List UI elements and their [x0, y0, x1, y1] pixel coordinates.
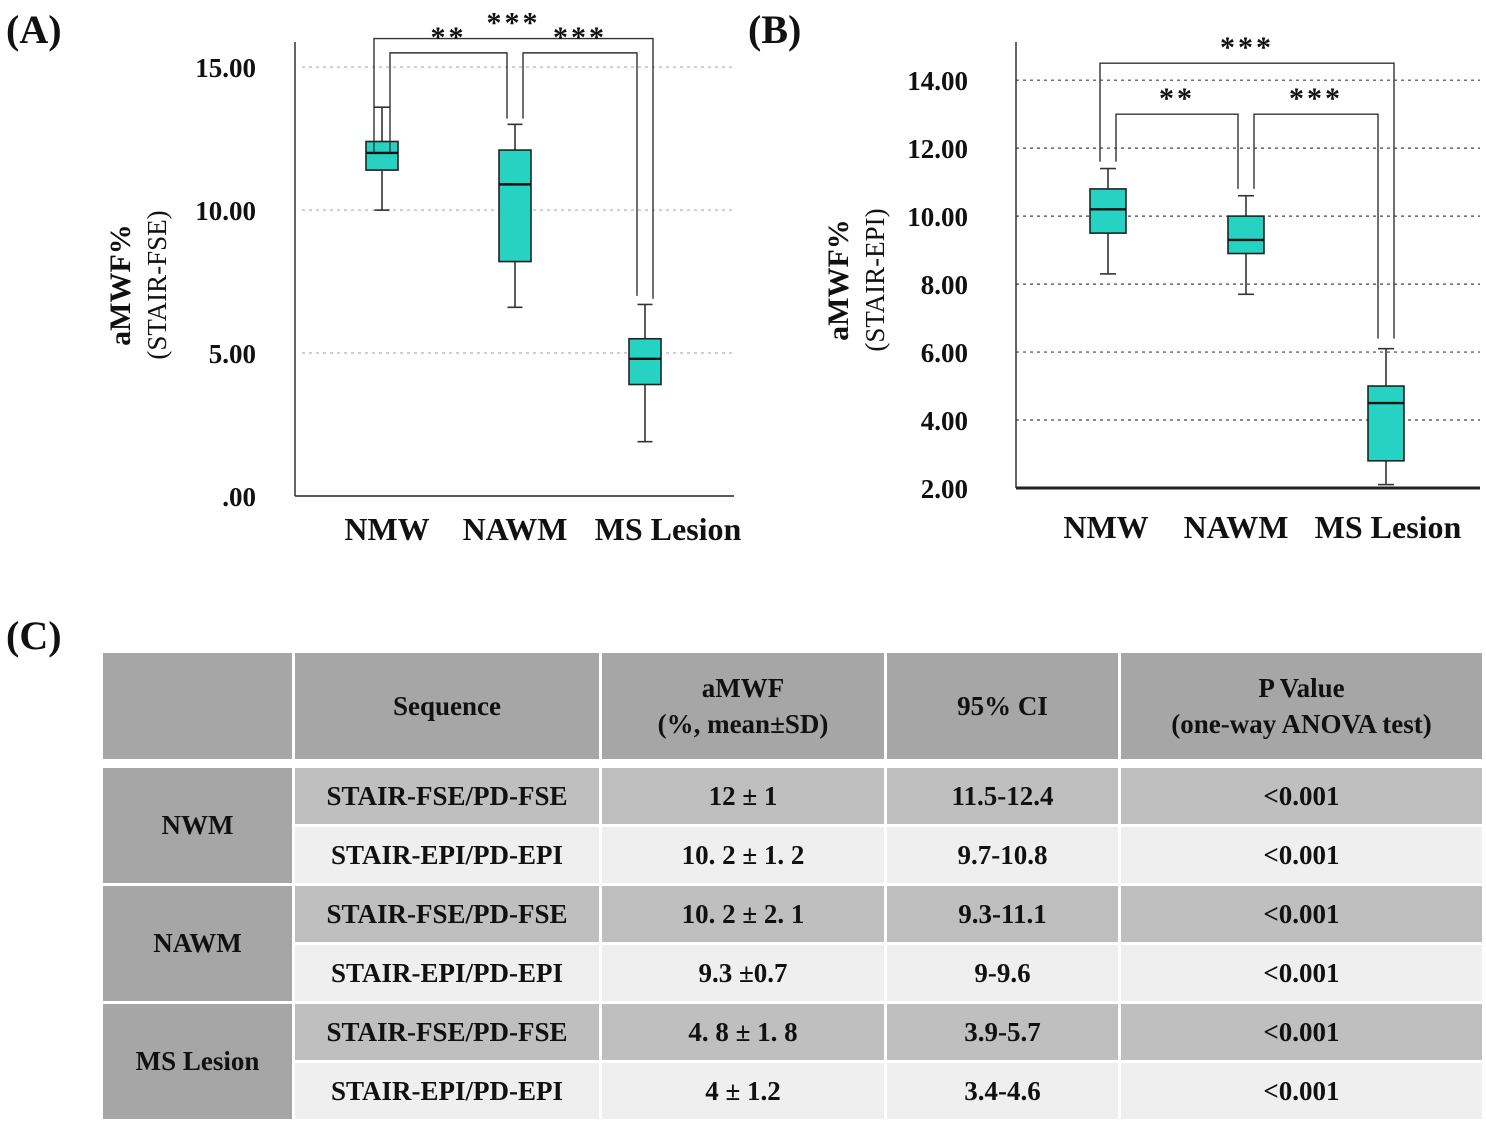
- group-label: MS Lesion: [103, 1004, 292, 1119]
- cell-amwf: 4. 8 ± 1. 8: [602, 1004, 884, 1060]
- cell-pvalue: <0.001: [1121, 886, 1482, 942]
- cell-pvalue: <0.001: [1121, 1063, 1482, 1119]
- cell-ci: 9-9.6: [887, 945, 1118, 1001]
- table-header-row: Sequence aMWF (%, mean±SD) 95% CI P Valu…: [103, 653, 1482, 759]
- y-tick-label: 10.00: [907, 202, 968, 232]
- y-tick-label: 15.00: [195, 53, 256, 83]
- box-ms-lesion: [1367, 385, 1405, 462]
- box-nawm: [498, 149, 532, 263]
- cell-sequence: STAIR-FSE/PD-FSE: [295, 1004, 599, 1060]
- header-amwf: aMWF (%, mean±SD): [602, 653, 884, 759]
- box-nawm: [1227, 215, 1265, 255]
- cell-ci: 9.7-10.8: [887, 827, 1118, 883]
- y-tick-label: .00: [222, 482, 256, 512]
- cell-ci: 11.5-12.4: [887, 768, 1118, 824]
- panel-a-label: (A): [6, 7, 62, 52]
- y-tick-label: 4.00: [921, 406, 968, 436]
- significance-label: **: [1159, 82, 1195, 115]
- y-tick-label: 14.00: [907, 66, 968, 96]
- cell-amwf: 9.3 ±0.7: [602, 945, 884, 1001]
- significance-label: **: [431, 21, 467, 54]
- cell-amwf: 4 ± 1.2: [602, 1063, 884, 1119]
- y-tick-label: 8.00: [921, 270, 968, 300]
- significance-bracket: [373, 37, 654, 299]
- x-category-label: NMW: [344, 511, 429, 547]
- cell-amwf: 10. 2 ± 2. 1: [602, 886, 884, 942]
- chart-a: .00 5.00 10.00 15.00 aMWF% (STAIR-FSE) NMW NAWM…: [104, 7, 742, 547]
- cell-ci: 3.9-5.7: [887, 1004, 1118, 1060]
- cell-pvalue: <0.001: [1121, 827, 1482, 883]
- table-row: STAIR-EPI/PD-EPI 4 ± 1.2 3.4-4.6 <0.001: [103, 1063, 1482, 1119]
- cell-pvalue: <0.001: [1121, 768, 1482, 824]
- table-row: STAIR-EPI/PD-EPI 9.3 ±0.7 9-9.6 <0.001: [103, 945, 1482, 1001]
- cell-sequence: STAIR-EPI/PD-EPI: [295, 945, 599, 1001]
- table-row: STAIR-EPI/PD-EPI 10. 2 ± 1. 2 9.7-10.8 <…: [103, 827, 1482, 883]
- significance-bracket: [1099, 62, 1395, 339]
- cell-pvalue: <0.001: [1121, 945, 1482, 1001]
- cell-sequence: STAIR-FSE/PD-FSE: [295, 886, 599, 942]
- x-category-label: NMW: [1063, 509, 1148, 545]
- significance-bracket: [389, 52, 508, 153]
- y-axis-label: aMWF%: [104, 224, 137, 346]
- significance-label: ***: [1289, 82, 1343, 115]
- significance-bracket: [1253, 113, 1379, 339]
- chart-b: 2.00 4.00 6.00 8.00 10.00 12.00 14.00 aMWF% (STA…: [822, 31, 1480, 545]
- cell-amwf: 10. 2 ± 1. 2: [602, 827, 884, 883]
- y-axis-sublabel: (STAIR-FSE): [142, 210, 172, 359]
- significance-bracket: [1115, 113, 1239, 189]
- x-category-label: MS Lesion: [1315, 509, 1462, 545]
- header-ci: 95% CI: [887, 653, 1118, 759]
- panel-b-label: (B): [748, 7, 802, 52]
- table-row: NAWM STAIR-FSE/PD-FSE 10. 2 ± 2. 1 9.3-1…: [103, 886, 1482, 1001]
- significance-label: ***: [1220, 31, 1274, 64]
- cell-sequence: STAIR-EPI/PD-EPI: [295, 827, 599, 883]
- table-row: NWM STAIR-FSE/PD-FSE 12 ± 1 11.5-12.4 <0…: [103, 768, 1482, 883]
- box-ms-lesion: [628, 337, 662, 386]
- cell-sequence: STAIR-EPI/PD-EPI: [295, 1063, 599, 1119]
- y-axis-label: aMWF%: [822, 219, 855, 341]
- group-label: NAWM: [103, 886, 292, 1001]
- cell-ci: 3.4-4.6: [887, 1063, 1118, 1119]
- x-category-label: NAWM: [1184, 509, 1289, 545]
- group-label: NWM: [103, 768, 292, 883]
- cell-pvalue: <0.001: [1121, 1004, 1482, 1060]
- header-sequence: Sequence: [295, 653, 599, 759]
- significance-label: ***: [553, 21, 607, 54]
- y-axis-sublabel: (STAIR-EPI): [860, 208, 890, 351]
- cell-sequence: STAIR-FSE/PD-FSE: [295, 768, 599, 824]
- significance-bracket: [522, 52, 638, 296]
- header-blank: [103, 653, 292, 759]
- y-tick-label: 6.00: [921, 338, 968, 368]
- y-tick-label: 2.00: [921, 474, 968, 504]
- y-tick-label: 5.00: [209, 339, 256, 369]
- table-row: MS Lesion STAIR-FSE/PD-FSE 4. 8 ± 1. 8 3…: [103, 1004, 1482, 1119]
- panel-c-label: (C): [6, 613, 62, 658]
- x-category-label: MS Lesion: [595, 511, 742, 547]
- x-category-label: NAWM: [463, 511, 568, 547]
- y-tick-label: 12.00: [907, 134, 968, 164]
- significance-label: ***: [487, 7, 541, 40]
- cell-amwf: 12 ± 1: [602, 768, 884, 824]
- summary-table: Sequence aMWF (%, mean±SD) 95% CI P Valu…: [100, 650, 1485, 1122]
- header-pvalue: P Value (one-way ANOVA test): [1121, 653, 1482, 759]
- box-nmw: [1089, 188, 1127, 234]
- cell-ci: 9.3-11.1: [887, 886, 1118, 942]
- box-nmw: [365, 140, 399, 171]
- y-tick-label: 10.00: [195, 196, 256, 226]
